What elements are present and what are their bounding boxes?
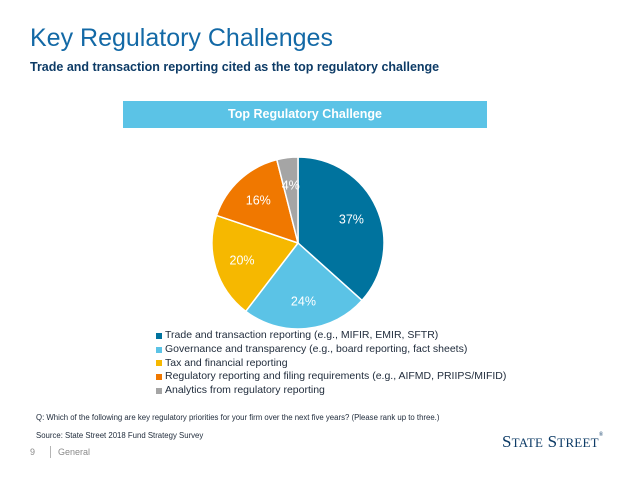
legend-swatch-2 xyxy=(156,360,162,367)
chart-title: Top Regulatory Challenge xyxy=(123,101,487,128)
legend-swatch-1 xyxy=(156,346,162,353)
legend-label-4: Analytics from regulatory reporting xyxy=(165,384,325,397)
source-note: Source: State Street 2018 Fund Strategy … xyxy=(36,431,204,440)
legend-item-2: Tax and financial reporting xyxy=(156,357,506,371)
state-street-logo: STATE STREET® xyxy=(502,432,604,451)
legend-item-3: Regulatory reporting and filing requirem… xyxy=(156,370,506,384)
pie-slice-4 xyxy=(275,156,299,244)
legend-label-0: Trade and transaction reporting (e.g., M… xyxy=(165,329,439,341)
pie-slice-label-4: 4% xyxy=(282,178,300,192)
page-number: 9 xyxy=(30,447,36,457)
pie-slice-label-1: 24% xyxy=(291,295,316,309)
pie-slice-label-3: 16% xyxy=(246,194,271,208)
legend-swatch-3 xyxy=(156,374,162,381)
survey-question: Q: Which of the following are key regula… xyxy=(36,413,440,422)
legend-swatch-0 xyxy=(156,332,162,339)
legend-label-1: Governance and transparency (e.g., board… xyxy=(165,342,468,355)
pie-slice-label-0: 37% xyxy=(339,213,364,227)
pie-slice-2 xyxy=(211,214,300,313)
footer-divider xyxy=(50,446,51,458)
chart-legend: Trade and transaction reporting (e.g., M… xyxy=(156,329,506,398)
legend-swatch-4 xyxy=(156,388,162,395)
pie-slice-1 xyxy=(244,241,364,330)
pie-slice-label-2: 20% xyxy=(230,254,255,268)
legend-label-3: Regulatory reporting and filing requirem… xyxy=(165,370,507,383)
classification-label: General xyxy=(58,447,91,457)
legend-item-1: Governance and transparency (e.g., board… xyxy=(156,343,506,357)
page-title: Key Regulatory Challenges xyxy=(30,24,333,52)
legend-item-0: Trade and transaction reporting (e.g., M… xyxy=(156,329,506,343)
legend-label-2: Tax and financial reporting xyxy=(165,356,288,369)
legend-item-4: Analytics from regulatory reporting xyxy=(156,384,506,398)
page-subtitle: Trade and transaction reporting cited as… xyxy=(30,60,440,74)
pie-slice-3 xyxy=(215,158,300,245)
pie-slice-0 xyxy=(297,156,385,302)
